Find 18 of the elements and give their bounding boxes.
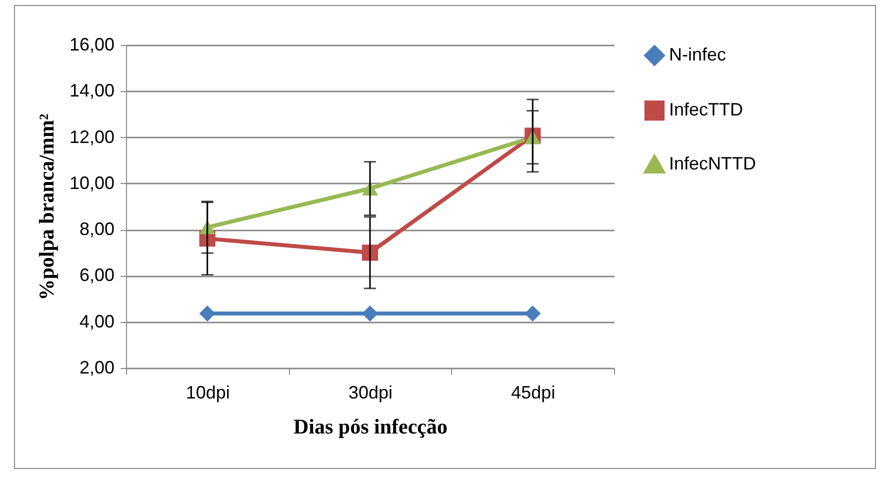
legend-label: N-infec	[669, 44, 726, 64]
x-tick-label: 45dpi	[511, 382, 556, 402]
point	[199, 305, 216, 322]
x-tick-label: 10dpi	[186, 382, 230, 402]
y-tick-label: 6,00	[79, 265, 114, 286]
y-tick-label: 4,00	[79, 311, 114, 332]
point	[524, 305, 541, 322]
y-axis-title: %polpa branca/mm²	[34, 114, 58, 300]
y-tick-label: 2,00	[79, 358, 114, 378]
y-tick-label: 16,00	[69, 34, 114, 54]
y-tick-label: 8,00	[79, 219, 114, 240]
legend-label: InfecTTD	[669, 100, 744, 120]
legend-label: InfecNTTD	[669, 154, 756, 174]
x-axis-title: Dias pós infecção	[294, 414, 448, 438]
y-tick-label: 12,00	[69, 126, 114, 147]
x-tick-label: 30dpi	[348, 382, 393, 402]
y-tick-label: 10,00	[69, 172, 114, 193]
y-tick-label: 14,00	[69, 80, 114, 101]
